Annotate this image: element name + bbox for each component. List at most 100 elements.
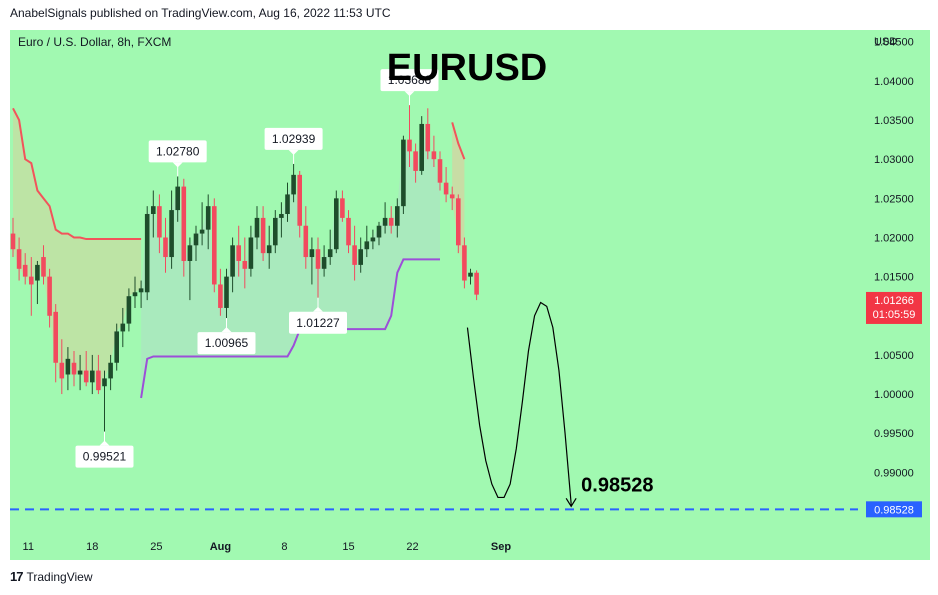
candle-body xyxy=(10,233,16,250)
target-price-tag: 0.98528 xyxy=(866,501,922,518)
candle-body xyxy=(419,123,424,171)
bar-countdown: 01:05:59 xyxy=(873,309,916,321)
callout-label: 1.03686 xyxy=(388,73,432,87)
candle-body xyxy=(193,233,199,246)
candle-body xyxy=(199,229,205,234)
callout-label: 1.01227 xyxy=(296,316,340,330)
y-tick-label: 1.02000 xyxy=(874,232,914,244)
callout-box xyxy=(380,69,439,92)
candle xyxy=(102,370,107,432)
callout-pointer xyxy=(99,440,110,446)
candle-body xyxy=(22,264,28,277)
candle xyxy=(114,323,119,371)
candle xyxy=(90,354,95,395)
x-tick-label: 15 xyxy=(342,541,354,553)
candle-body xyxy=(407,139,412,152)
footer: 17 TradingView xyxy=(10,569,93,584)
candle xyxy=(181,178,187,277)
candle-body xyxy=(260,217,266,254)
candle xyxy=(474,270,479,301)
callout-box xyxy=(264,127,323,150)
candle xyxy=(218,268,223,316)
candle-body xyxy=(395,206,400,226)
candle-body xyxy=(431,151,437,160)
candle xyxy=(340,190,345,222)
candle-body xyxy=(138,288,144,293)
candle xyxy=(315,237,321,298)
y-tick-label: 1.03500 xyxy=(874,115,914,127)
currency-label: USD xyxy=(874,36,897,48)
candle xyxy=(309,237,315,285)
price-callout: 1.03686 xyxy=(380,69,439,106)
x-tick-label: 22 xyxy=(406,541,418,553)
x-tick-label: 18 xyxy=(86,541,98,553)
resistance-line xyxy=(451,122,466,160)
candle-body xyxy=(181,186,187,261)
candle-body xyxy=(321,257,327,269)
candle xyxy=(193,225,199,261)
candle-body xyxy=(273,217,278,246)
candle-body xyxy=(126,296,132,324)
candle-body xyxy=(224,276,229,308)
candle-body xyxy=(205,206,211,230)
support-line xyxy=(140,258,440,399)
price-callout: 1.01227 xyxy=(289,297,347,334)
symbol-label: Euro / U.S. Dollar, 8h, FXCM xyxy=(18,35,171,49)
callout-label: 1.00965 xyxy=(205,336,249,350)
candle xyxy=(242,237,248,289)
candle-body xyxy=(59,362,65,379)
x-tick-label: Aug xyxy=(210,541,231,553)
candle xyxy=(254,206,260,250)
candle xyxy=(334,190,339,254)
candle xyxy=(407,105,412,168)
candle-body xyxy=(29,276,34,285)
price-chart[interactable]: 0.98528 0.99521 1.02780 1.00965 1.02939 1.012… xyxy=(10,30,930,560)
candle xyxy=(224,268,229,319)
price-callout: 1.02939 xyxy=(264,127,323,164)
candle xyxy=(468,268,473,285)
callout-pointer xyxy=(172,162,183,168)
candle-body xyxy=(163,237,168,258)
candle xyxy=(22,253,28,285)
candle xyxy=(303,206,309,269)
candle xyxy=(279,202,284,238)
candle-body xyxy=(303,225,309,258)
chart-frame[interactable]: 0.98528 0.99521 1.02780 1.00965 1.02939 1.012… xyxy=(10,30,930,560)
candle xyxy=(327,229,333,265)
candle-body xyxy=(242,260,248,269)
candle xyxy=(273,210,278,254)
candle-body xyxy=(96,370,101,391)
x-tick-label: 11 xyxy=(23,541,34,553)
candle xyxy=(358,237,363,273)
candle xyxy=(35,260,40,305)
candle-body xyxy=(218,284,223,308)
y-tick-label: 1.02500 xyxy=(874,193,914,205)
callout-box xyxy=(148,140,207,163)
y-tick-label: 1.04000 xyxy=(874,76,914,88)
candle xyxy=(59,339,65,395)
candle-body xyxy=(35,264,40,281)
candle xyxy=(370,229,376,250)
publish-info: AnabelSignals published on TradingView.c… xyxy=(10,6,391,20)
candle xyxy=(419,116,424,175)
resistance-zone xyxy=(13,108,142,391)
y-tick-label: 1.03000 xyxy=(874,154,914,166)
candle xyxy=(29,257,34,316)
candle-body xyxy=(443,182,449,195)
candle xyxy=(364,225,370,258)
candle xyxy=(321,245,327,277)
resistance-line xyxy=(12,107,142,241)
candle xyxy=(291,163,296,203)
projection-path xyxy=(466,301,572,504)
callout-label: 1.02939 xyxy=(272,132,316,146)
y-tick-label: 1.00000 xyxy=(874,389,914,401)
candle xyxy=(77,354,83,391)
x-tick-label: Sep xyxy=(491,541,511,553)
y-tick-label: 1.00500 xyxy=(874,350,914,362)
candle-body xyxy=(364,241,370,250)
tradingview-logo-icon: 17 xyxy=(10,569,24,584)
callout-label: 1.02780 xyxy=(156,144,200,158)
candle-body xyxy=(449,194,455,199)
candle xyxy=(132,276,138,308)
target-price-label: 0.98528 xyxy=(874,504,914,516)
